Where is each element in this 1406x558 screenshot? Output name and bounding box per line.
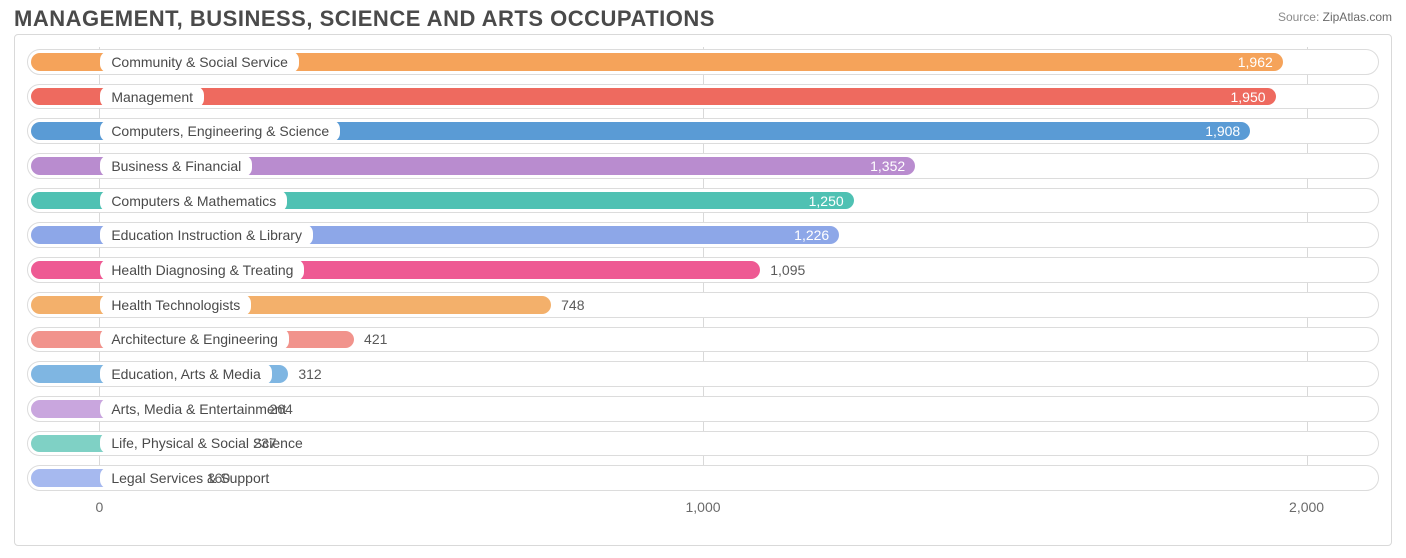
chart-title: MANAGEMENT, BUSINESS, SCIENCE AND ARTS O… <box>14 6 715 32</box>
bar-value-label: 237 <box>253 435 276 451</box>
bar-category-label: Life, Physical & Social Science <box>100 432 313 454</box>
bar-category-label: Computers, Engineering & Science <box>100 120 340 142</box>
bar-track: Arts, Media & Entertainment264 <box>27 396 1379 422</box>
bar-category-label: Health Diagnosing & Treating <box>100 259 304 281</box>
bar-track: Management 1,950 <box>27 84 1379 110</box>
plot-area: Community & Social Service 1,962 Managemen… <box>27 47 1379 517</box>
bar-value-label: 748 <box>561 297 584 313</box>
bar-fill <box>31 88 1276 106</box>
bar-value-label: 312 <box>298 366 321 382</box>
source-site: ZipAtlas.com <box>1323 10 1392 24</box>
bar-value-label: 1,962 <box>1238 54 1273 70</box>
bar-track: Health Technologists 748 <box>27 292 1379 318</box>
bar-category-label: Architecture & Engineering <box>100 328 289 350</box>
bar-value-label: 264 <box>269 401 292 417</box>
bar-track: Architecture & Engineering 421 <box>27 327 1379 353</box>
bar-category-label: Business & Financial <box>100 155 252 177</box>
bar-value-label: 421 <box>364 331 387 347</box>
bar-category-label: Education, Arts & Media <box>100 363 271 385</box>
x-tick-label: 0 <box>96 499 104 515</box>
bar-track: Legal Services & Support160 <box>27 465 1379 491</box>
bar-track: Life, Physical & Social Science237 <box>27 431 1379 457</box>
bar-value-label: 160 <box>207 470 230 486</box>
x-tick-label: 1,000 <box>685 499 720 515</box>
bar-category-label: Legal Services & Support <box>100 467 280 489</box>
bar-category-label: Computers & Mathematics <box>100 190 287 212</box>
x-tick-label: 2,000 <box>1289 499 1324 515</box>
bar-category-label: Health Technologists <box>100 294 251 316</box>
bar-value-label: 1,908 <box>1205 123 1240 139</box>
bar-track: Health Diagnosing & Treating 1,095 <box>27 257 1379 283</box>
bar-track: Business & Financial 1,352 <box>27 153 1379 179</box>
bar-value-label: 1,352 <box>870 158 905 174</box>
bar-list: Community & Social Service 1,962 Managemen… <box>27 47 1379 491</box>
bar-category-label: Management <box>100 86 204 108</box>
bar-value-label: 1,950 <box>1231 89 1266 105</box>
bar-track: Computers, Engineering & Science 1,908 <box>27 118 1379 144</box>
bar-category-label: Arts, Media & Entertainment <box>100 398 297 420</box>
bar-value-label: 1,226 <box>794 227 829 243</box>
bar-value-label: 1,250 <box>809 193 844 209</box>
bar-category-label: Community & Social Service <box>100 51 299 73</box>
source-attribution: Source: ZipAtlas.com <box>1278 6 1392 24</box>
bar-category-label: Education Instruction & Library <box>100 224 313 246</box>
bar-track: Computers & Mathematics 1,250 <box>27 188 1379 214</box>
chart-container: Community & Social Service 1,962 Managemen… <box>14 34 1392 546</box>
bar-track: Education Instruction & Library 1,226 <box>27 222 1379 248</box>
bar-track: Education, Arts & Media 312 <box>27 361 1379 387</box>
bar-value-label: 1,095 <box>770 262 805 278</box>
chart-header: MANAGEMENT, BUSINESS, SCIENCE AND ARTS O… <box>0 0 1406 34</box>
source-label: Source: <box>1278 10 1319 24</box>
bar-track: Community & Social Service 1,962 <box>27 49 1379 75</box>
